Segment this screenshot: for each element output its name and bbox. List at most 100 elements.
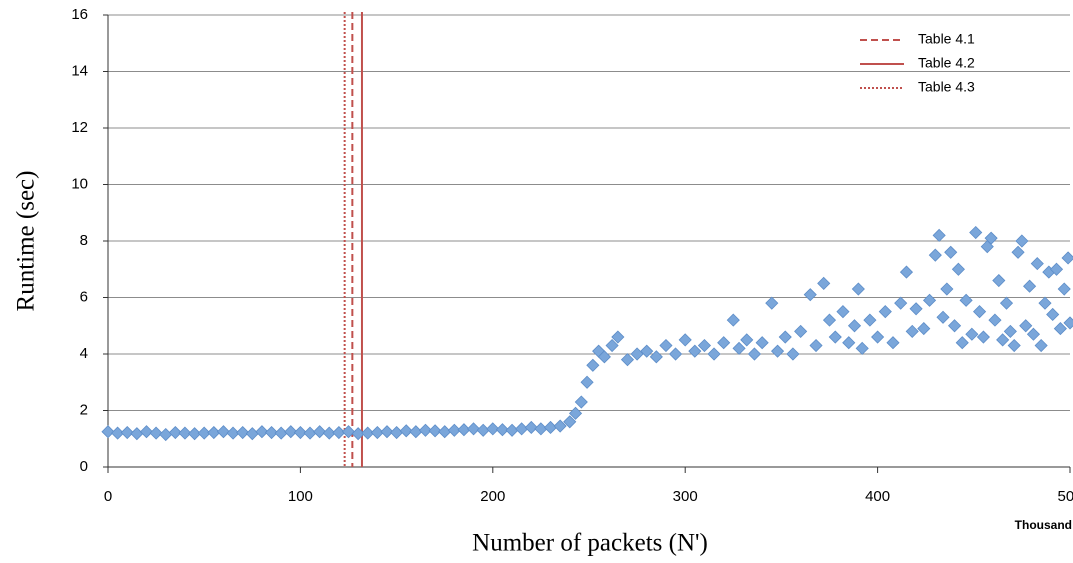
point [992,273,1006,288]
point [863,313,877,327]
point [630,347,644,361]
point [1003,324,1017,338]
point [188,427,202,441]
point [207,425,221,440]
point [659,338,673,353]
point [574,395,588,409]
x-tick-label: 100 [288,488,313,505]
point [951,262,965,276]
point [399,424,413,438]
point [996,333,1010,347]
y-tick-label: 12 [71,119,88,136]
y-tick-label: 2 [80,401,88,418]
point [851,282,865,296]
x-tick-label: 400 [865,488,890,505]
point [928,248,942,262]
point [932,228,946,242]
point [688,344,702,358]
point [842,336,856,350]
point [418,423,433,437]
point [1030,257,1044,271]
point [380,425,394,439]
point [139,425,154,439]
point [697,338,712,353]
point [563,415,577,429]
y-tick-label: 10 [71,175,88,192]
point [111,426,125,440]
point [1034,338,1048,353]
point [428,424,442,438]
point [828,330,842,344]
y-tick-label: 16 [71,6,88,23]
point [707,347,721,361]
point [409,425,423,439]
point [159,427,173,442]
point [466,422,481,436]
point [955,336,969,350]
point [640,344,654,358]
point [984,231,998,245]
point [611,330,625,344]
point [274,426,288,440]
point [822,313,837,327]
point [341,425,356,439]
y-tick-label: 0 [80,458,88,475]
point [976,330,990,344]
point [770,344,785,358]
point [778,330,792,344]
point [740,333,754,347]
point [1046,307,1060,322]
point [597,350,611,364]
point [313,425,327,439]
point [965,327,979,341]
point [999,296,1014,310]
y-tick-label: 4 [80,345,88,362]
point [255,425,269,439]
point [1015,234,1029,248]
point [717,336,731,350]
point [894,296,908,310]
x-tick-label: 200 [480,488,505,505]
point [447,423,461,437]
point [322,426,336,440]
point [944,245,958,259]
point [917,322,931,336]
legend-label: Table 4.3 [918,79,975,95]
point [988,313,1002,327]
point [245,427,259,441]
point [1057,282,1071,296]
point [236,425,250,440]
point [284,425,298,439]
point [1026,327,1041,341]
point [332,425,346,440]
point [226,426,240,440]
point [940,282,954,296]
point [973,305,987,319]
point [605,338,619,353]
y-tick-label: 6 [80,288,88,305]
y-tick-label: 14 [71,62,88,79]
point [786,347,800,361]
point [809,338,823,353]
point [216,425,231,439]
point [855,341,869,355]
x-tick-label: 300 [673,488,698,505]
point [878,305,892,319]
point [1011,245,1025,259]
legend-label: Table 4.2 [918,55,975,71]
x-unit-label: Thousand [1015,518,1072,532]
point [803,288,817,302]
point [568,406,583,420]
y-axis-label: Runtime (sec) [13,171,40,312]
point [669,347,683,361]
point [293,425,307,440]
point [1007,338,1021,353]
point [120,425,134,440]
point [1063,316,1073,330]
point [264,425,279,440]
point [534,422,548,436]
point [1061,251,1073,265]
point [495,423,509,437]
point [649,350,663,364]
point [732,341,746,355]
